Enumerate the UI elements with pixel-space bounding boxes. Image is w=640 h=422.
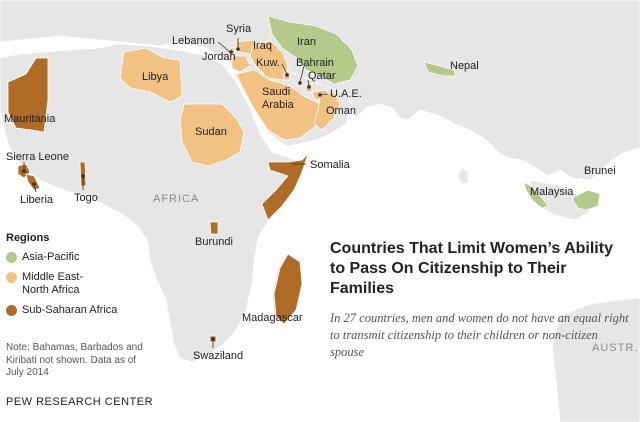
country-mauritania <box>7 57 49 133</box>
country-label-saudi-arabia: Saudi Arabia <box>262 86 294 111</box>
legend-label: Asia-Pacific <box>22 251 80 263</box>
dot-uae <box>318 93 322 97</box>
country-liberia <box>25 173 41 191</box>
map-subtitle: In 27 countries, men and women do not ha… <box>330 311 629 359</box>
country-label-sierra-leone: Sierra Leone <box>6 151 69 163</box>
legend-title: Regions <box>6 232 50 244</box>
leader-kuwait <box>281 63 288 75</box>
country-label-burundi: Burundi <box>195 236 233 248</box>
country-label-iran: Iran <box>297 36 316 48</box>
country-oman <box>313 91 341 131</box>
dot-sierra-leone <box>22 169 26 173</box>
dot-liberia <box>32 182 36 186</box>
leader-qatar <box>307 79 310 87</box>
country-label-uae: U.A.E. <box>330 88 362 100</box>
australia-landmass <box>551 297 640 422</box>
legend-label: Sub-Saharan Africa <box>22 304 118 316</box>
legend: Regions Asia-Pacific Middle East- North … <box>6 232 146 324</box>
footnote: Note: Bahamas, Barbados and Kiribati not… <box>6 342 143 378</box>
country-label-qatar: Qatar <box>308 70 336 82</box>
country-label-togo: Togo <box>74 192 98 204</box>
country-label-nepal: Nepal <box>450 60 479 72</box>
country-label-liberia: Liberia <box>20 194 54 206</box>
dot-togo <box>81 174 85 178</box>
country-malaysia <box>523 181 549 209</box>
legend-label: Middle East- North Africa <box>22 271 84 296</box>
leader-lines <box>22 38 329 348</box>
country-label-madagascar: Madagascar <box>242 312 303 324</box>
country-label-swaziland: Swaziland <box>193 350 244 362</box>
country-label-malaysia: Malaysia <box>530 186 574 198</box>
dot-lebanon <box>229 50 233 54</box>
legend-swatch-middle-east-north-africa <box>6 272 17 283</box>
sri-lanka <box>457 167 469 185</box>
country-label-lebanon: Lebanon <box>172 35 215 47</box>
dot-syria <box>236 47 240 51</box>
country-sudan <box>179 103 245 167</box>
country-somalia <box>261 153 309 221</box>
dot-qatar <box>307 85 311 89</box>
country-madagascar <box>273 253 303 325</box>
dot-bahrain <box>298 81 302 85</box>
country-label-bahrain: Bahrain <box>296 57 334 69</box>
country-label-mauritania: Mauritania <box>4 113 56 125</box>
country-label-oman: Oman <box>326 105 356 117</box>
country-iran <box>267 15 359 85</box>
legend-item-asia-pacific: Asia-Pacific <box>6 251 146 264</box>
legend-item-middle-east-north-africa: Middle East- North Africa <box>6 271 146 297</box>
dot-swaziland <box>211 337 215 341</box>
country-label-syria: Syria <box>226 23 252 35</box>
country-togo <box>79 161 87 187</box>
country-label-somalia: Somalia <box>310 159 350 171</box>
leader-lebanon <box>217 41 231 53</box>
legend-swatch-sub-saharan-africa <box>6 305 17 316</box>
country-label-sudan: Sudan <box>195 126 227 138</box>
leader-bahrain <box>299 65 305 83</box>
dot-kuwait <box>285 73 289 77</box>
country-label-kuwait: Kuw. <box>256 57 280 69</box>
map-title: Countries That Limit Women’s Ability to … <box>330 240 613 297</box>
region-label-africa: AFRICA <box>153 193 200 205</box>
highlighted-countries <box>7 15 601 343</box>
legend-swatch-asia-pacific <box>6 252 17 263</box>
source-credit: PEW RESEARCH CENTER <box>6 396 154 408</box>
region-label-australia: AUSTR. <box>592 342 639 354</box>
country-libya <box>119 47 183 103</box>
country-burundi <box>209 221 219 235</box>
country-label-brunei: Brunei <box>584 165 616 177</box>
country-brunei <box>571 189 601 211</box>
legend-item-sub-saharan-africa: Sub-Saharan Africa <box>6 304 146 317</box>
country-label-libya: Libya <box>142 71 169 83</box>
country-label-iraq: Iraq <box>253 40 272 52</box>
country-label-jordan: Jordan <box>202 51 236 63</box>
country-jordan <box>231 55 251 73</box>
country-nepal <box>423 61 457 77</box>
